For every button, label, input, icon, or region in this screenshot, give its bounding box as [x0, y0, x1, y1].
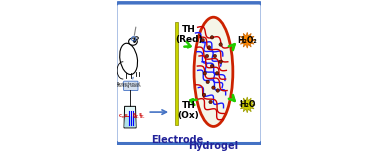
Circle shape	[212, 86, 215, 89]
Circle shape	[219, 43, 222, 46]
Ellipse shape	[129, 38, 137, 45]
Circle shape	[210, 36, 214, 39]
Bar	[175, 22, 178, 125]
Circle shape	[206, 80, 209, 84]
Text: Electrode: Electrode	[151, 135, 203, 145]
Circle shape	[216, 89, 220, 92]
Text: R. E.: R. E.	[133, 113, 144, 117]
Polygon shape	[124, 106, 136, 128]
Polygon shape	[239, 97, 255, 113]
FancyBboxPatch shape	[116, 3, 262, 144]
Circle shape	[205, 54, 209, 58]
Ellipse shape	[120, 43, 138, 75]
Polygon shape	[124, 116, 136, 127]
Text: TH
(Ox): TH (Ox)	[178, 101, 200, 120]
Circle shape	[202, 93, 206, 97]
Text: H₂O₂: H₂O₂	[237, 36, 257, 45]
Text: TH
(Red): TH (Red)	[175, 25, 202, 44]
Ellipse shape	[135, 37, 138, 39]
Polygon shape	[239, 32, 255, 48]
Text: C. E.: C. E.	[119, 114, 129, 118]
Circle shape	[208, 46, 211, 49]
Circle shape	[203, 72, 206, 75]
Text: Electrochemical: Electrochemical	[117, 82, 141, 86]
Circle shape	[201, 38, 204, 42]
Circle shape	[210, 64, 214, 68]
Text: W. E.: W. E.	[133, 115, 145, 119]
Circle shape	[209, 100, 212, 104]
Circle shape	[219, 60, 222, 63]
Circle shape	[215, 72, 219, 75]
Text: Hydrogel: Hydrogel	[188, 141, 239, 151]
FancyBboxPatch shape	[124, 81, 138, 91]
Circle shape	[213, 54, 217, 58]
Ellipse shape	[194, 17, 233, 127]
Text: Working station: Working station	[117, 84, 140, 88]
Text: H₂O: H₂O	[239, 100, 256, 109]
